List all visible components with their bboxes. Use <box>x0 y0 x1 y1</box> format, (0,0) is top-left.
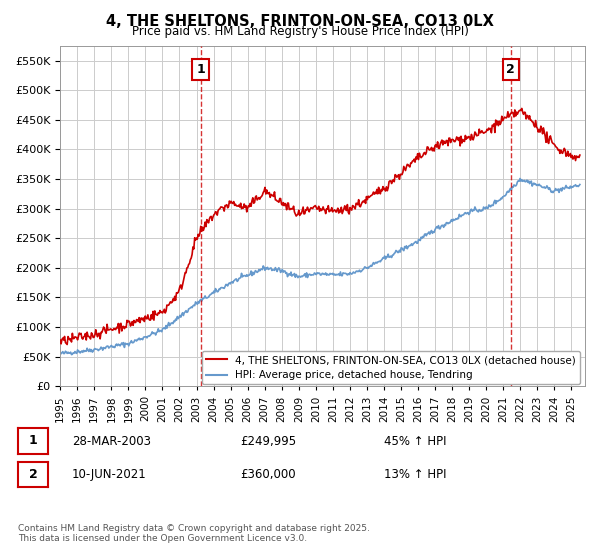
Text: 1: 1 <box>196 63 205 76</box>
Legend: 4, THE SHELTONS, FRINTON-ON-SEA, CO13 0LX (detached house), HPI: Average price, : 4, THE SHELTONS, FRINTON-ON-SEA, CO13 0L… <box>202 351 580 385</box>
Text: 13% ↑ HPI: 13% ↑ HPI <box>384 468 446 482</box>
Text: £360,000: £360,000 <box>240 468 296 482</box>
Text: 10-JUN-2021: 10-JUN-2021 <box>72 468 147 482</box>
Text: 4, THE SHELTONS, FRINTON-ON-SEA, CO13 0LX: 4, THE SHELTONS, FRINTON-ON-SEA, CO13 0L… <box>106 14 494 29</box>
Text: 2: 2 <box>506 63 515 76</box>
Text: 1: 1 <box>29 435 37 447</box>
Text: 45% ↑ HPI: 45% ↑ HPI <box>384 435 446 448</box>
Text: 2: 2 <box>29 468 37 481</box>
Text: Contains HM Land Registry data © Crown copyright and database right 2025.
This d: Contains HM Land Registry data © Crown c… <box>18 524 370 543</box>
Text: 28-MAR-2003: 28-MAR-2003 <box>72 435 151 448</box>
Text: Price paid vs. HM Land Registry's House Price Index (HPI): Price paid vs. HM Land Registry's House … <box>131 25 469 38</box>
Text: £249,995: £249,995 <box>240 435 296 448</box>
